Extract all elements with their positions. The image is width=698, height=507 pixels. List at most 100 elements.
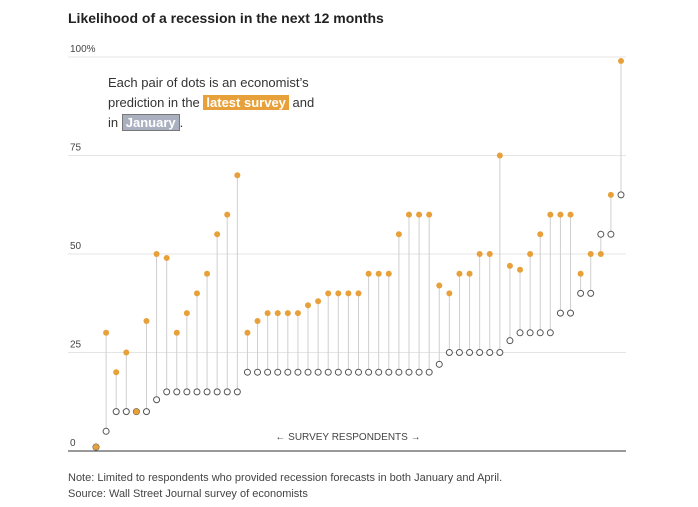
latest-dot xyxy=(294,310,301,317)
latest-dot xyxy=(395,231,402,238)
footer-note: Note: Limited to respondents who provide… xyxy=(68,472,503,484)
latest-dot xyxy=(355,290,362,297)
latest-dot xyxy=(264,310,271,317)
latest-dot xyxy=(456,270,463,277)
january-dot xyxy=(243,368,251,376)
latest-dot xyxy=(577,270,584,277)
january-dot xyxy=(395,368,403,376)
january-dot xyxy=(334,368,342,376)
january-dot xyxy=(203,388,211,396)
y-tick-label: 100% xyxy=(70,44,96,55)
latest-dot xyxy=(113,369,120,376)
january-dot xyxy=(304,368,312,376)
footer: Note: Limited to respondents who provide… xyxy=(68,470,502,502)
january-dot xyxy=(466,349,474,356)
chart-annotation: Each pair of dots is an economist’s pred… xyxy=(108,73,348,133)
latest-dot xyxy=(365,270,372,277)
latest-dot xyxy=(476,251,483,257)
january-dot xyxy=(455,349,463,356)
january-dot xyxy=(264,368,272,376)
january-dot xyxy=(617,191,625,199)
latest-dot xyxy=(274,310,281,317)
january-dot xyxy=(556,309,564,317)
latest-dot xyxy=(446,290,453,297)
latest-dot xyxy=(587,251,594,257)
january-dot xyxy=(486,349,494,356)
january-dot xyxy=(122,408,130,416)
latest-dot xyxy=(325,290,332,297)
latest-dot xyxy=(436,282,443,289)
latest-dot xyxy=(234,172,241,179)
january-dot xyxy=(587,289,595,297)
y-tick-label: 25 xyxy=(70,340,82,351)
january-label: January xyxy=(121,114,180,131)
latest-dot xyxy=(143,317,150,324)
january-dot xyxy=(365,368,373,376)
latest-dot xyxy=(224,211,231,218)
x-axis-label: ← SURVEY RESPONDENTS → xyxy=(275,432,420,443)
january-dot xyxy=(233,388,241,396)
january-dot xyxy=(102,427,110,435)
january-dot xyxy=(213,388,221,396)
january-dot xyxy=(445,349,453,356)
y-tick-label: 50 xyxy=(70,241,82,252)
latest-dot xyxy=(153,251,160,257)
latest-dot xyxy=(123,349,130,356)
latest-dot xyxy=(426,211,433,218)
latest-dot xyxy=(173,329,180,336)
january-dot xyxy=(324,368,332,376)
january-dot xyxy=(284,368,292,376)
latest-dot xyxy=(506,262,513,269)
january-dot xyxy=(526,329,534,337)
january-dot xyxy=(536,329,544,337)
latest-dot xyxy=(466,270,473,277)
january-dot xyxy=(314,368,322,376)
latest-dot xyxy=(597,251,604,257)
latest-dot xyxy=(517,266,524,273)
latest-dot xyxy=(284,310,291,317)
january-dot xyxy=(476,349,484,356)
footer-source: Source: Wall Street Journal survey of ec… xyxy=(68,488,308,500)
y-tick-label: 0 xyxy=(70,438,76,449)
latest-dots xyxy=(93,57,624,451)
chart-title: Likelihood of a recession in the next 12… xyxy=(68,10,384,26)
january-dot xyxy=(405,368,413,376)
january-dot xyxy=(597,230,605,238)
latest-dot xyxy=(486,251,493,257)
latest-dot xyxy=(537,231,544,238)
january-dot xyxy=(294,368,302,376)
january-dot xyxy=(385,368,393,376)
january-dot xyxy=(142,408,150,416)
january-dot xyxy=(415,368,423,376)
january-dot xyxy=(183,388,191,396)
january-dots xyxy=(92,191,625,451)
january-dot xyxy=(173,388,181,396)
annotation-line3-suffix: . xyxy=(179,115,184,130)
y-tick-label: 75 xyxy=(70,143,82,154)
january-dot xyxy=(223,388,231,396)
january-dot xyxy=(425,368,433,376)
january-dot xyxy=(163,388,171,396)
annotation-line2-prefix: prediction in the xyxy=(108,95,200,110)
latest-dot xyxy=(607,191,614,198)
stems xyxy=(105,60,622,432)
latest-dot xyxy=(93,444,99,451)
latest-dot xyxy=(163,254,170,261)
latest-dot xyxy=(405,211,412,218)
january-dot xyxy=(344,368,352,376)
y-tick-labels: 0 25 50 75 100% xyxy=(70,44,96,449)
latest-dot xyxy=(618,57,624,64)
latest-dot xyxy=(385,270,392,277)
latest-dot xyxy=(547,211,554,218)
annotation-line1: Each pair of dots is an economist’s xyxy=(108,75,309,90)
latest-dot xyxy=(204,270,211,277)
latest-dot xyxy=(557,211,564,218)
january-dot xyxy=(375,368,383,376)
latest-survey-label: latest survey xyxy=(203,95,289,110)
january-dot xyxy=(607,230,615,238)
january-dot xyxy=(506,337,514,345)
january-dot xyxy=(254,368,262,376)
latest-dot xyxy=(193,290,200,297)
january-dot xyxy=(567,309,575,317)
latest-dot xyxy=(335,290,342,297)
